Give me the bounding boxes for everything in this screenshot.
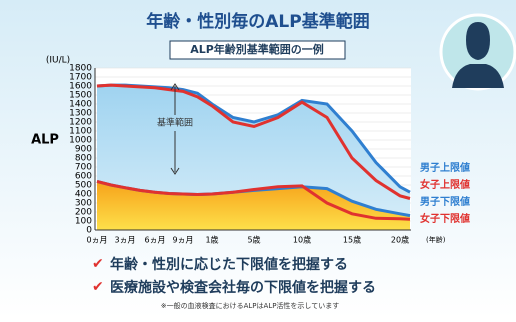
check-icon: ✔ <box>92 256 104 272</box>
x-tick-label: 9ヵ月 <box>172 236 193 245</box>
note: 医療施設や検査会社毎の下限値を把握する <box>110 279 376 296</box>
annotation: 基準範囲 <box>157 117 193 129</box>
x-tick-label: 6ヵ月 <box>144 236 165 245</box>
y-tick-label: 100 <box>75 217 92 227</box>
y-tick-label: 1800 <box>69 64 92 74</box>
y-tick-label: 1700 <box>69 73 92 83</box>
note: 年齢・性別に応じた下限値を把握する <box>110 256 348 273</box>
legend-label: 男子下限値 <box>420 195 470 208</box>
chart-subtitle: ALP年齢別基準範囲の一例 <box>190 42 324 56</box>
legend-label: 女子下限値 <box>420 212 470 225</box>
y-axis-label: ALP <box>31 133 59 148</box>
x-tick-label: 3ヵ月 <box>114 236 135 245</box>
y-tick-label: 1500 <box>69 91 92 101</box>
legend-label: 女子上限値 <box>420 178 470 191</box>
x-tick-label: 10歳 <box>293 235 311 245</box>
chart-title: 年齢・性別毎のALP基準範囲 <box>146 11 369 32</box>
check-icon: ✔ <box>92 279 104 295</box>
y-unit: (IU/L) <box>46 56 70 66</box>
y-tick-label: 200 <box>75 208 92 218</box>
y-tick-label: 0 <box>86 226 92 236</box>
x-tick-label: 15歳 <box>343 235 361 245</box>
y-tick-label: 500 <box>75 181 92 191</box>
y-tick-label: 300 <box>75 199 92 209</box>
x-tick-label: 20歳 <box>391 235 409 245</box>
x-tick-label: 5歳 <box>247 235 260 245</box>
y-tick-label: 1100 <box>69 127 92 137</box>
y-tick-label: 700 <box>75 163 92 173</box>
y-tick-label: 900 <box>75 145 92 155</box>
y-tick-label: 1200 <box>69 118 92 128</box>
x-tick-label: 1歳 <box>205 235 218 245</box>
y-tick-label: 1300 <box>69 109 92 119</box>
y-tick-label: 600 <box>75 172 92 182</box>
legend-label: 男子上限値 <box>420 161 470 174</box>
footnote: ※一般の血液検査におけるALPはALP活性を示しています <box>161 301 339 310</box>
y-tick-label: 1400 <box>69 100 92 110</box>
x-tick-label: 0ヵ月 <box>86 236 107 245</box>
slide: 年齢・性別毎のALP基準範囲 ALP年齢別基準範囲の一例 (IU/L) ALP … <box>0 0 516 318</box>
y-tick-label: 800 <box>75 154 92 164</box>
y-tick-label: 1000 <box>69 136 92 146</box>
x-axis-label: (年齢) <box>426 235 446 244</box>
y-tick-label: 400 <box>75 190 92 200</box>
y-tick-label: 1600 <box>69 82 92 92</box>
